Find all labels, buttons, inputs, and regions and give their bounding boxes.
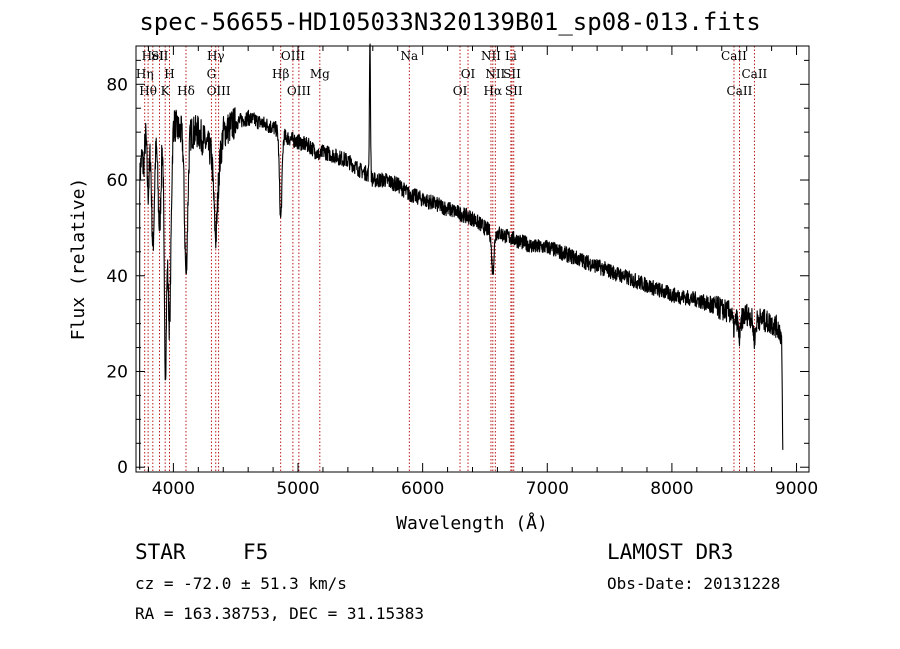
line-marker-label: HeI xyxy=(142,49,165,63)
line-marker-label: H xyxy=(164,67,174,81)
line-marker-label: OI xyxy=(453,84,468,98)
x-tick-label: 6000 xyxy=(401,479,444,499)
spectrum-line xyxy=(139,43,784,470)
line-marker-label: NII xyxy=(481,49,501,63)
line-marker-label: Hβ xyxy=(272,67,289,81)
redshift-readout: cz = -72.0 ± 51.3 km/s xyxy=(135,574,347,593)
line-marker-label: Na xyxy=(400,49,418,63)
x-axis: 4000 5000 6000 7000 8000 9000 xyxy=(147,46,818,499)
line-marker-label: Li xyxy=(505,49,517,63)
y-tick-label: 80 xyxy=(106,75,128,95)
y-axis: 0 20 40 60 80 xyxy=(106,59,809,478)
x-tick-label: 7000 xyxy=(526,479,569,499)
x-tick-label: 5000 xyxy=(276,479,319,499)
chart-title: spec-56655-HD105033N320139B01_sp08-013.f… xyxy=(139,8,761,36)
line-marker-label: Mg xyxy=(310,67,330,81)
line-marker-label: CaII xyxy=(727,84,753,98)
line-marker-label: NII xyxy=(485,67,505,81)
line-marker-label: Hδ xyxy=(177,84,195,98)
line-marker-label: SII xyxy=(151,49,169,63)
line-marker-label: Hα xyxy=(484,84,503,98)
x-axis-label: Wavelength (Å) xyxy=(396,512,548,534)
line-marker-label: CaII xyxy=(721,49,747,63)
line-marker-label: OI xyxy=(461,67,476,81)
line-marker-label: G xyxy=(207,67,217,81)
y-tick-label: 20 xyxy=(106,362,128,382)
line-marker-label: Hθ xyxy=(139,84,157,98)
coordinates: RA = 163.38753, DEC = 31.15383 xyxy=(135,604,424,623)
y-axis-label: Flux (relative) xyxy=(68,178,89,341)
survey-name: LAMOST DR3 xyxy=(607,540,734,564)
line-marker-label: SII xyxy=(505,84,523,98)
line-markers xyxy=(144,46,755,472)
line-marker-label: Hη xyxy=(136,67,154,81)
x-tick-label: 4000 xyxy=(152,479,195,499)
x-tick-label: 9000 xyxy=(775,479,818,499)
line-marker-labels: HηHθHeISIIKHHδGHγOIIIHβOIIIOIIIMgNaOIOIN… xyxy=(136,49,768,98)
line-marker-label: CaII xyxy=(741,67,767,81)
y-tick-label: 40 xyxy=(106,267,128,287)
object-type: STAR xyxy=(135,540,186,564)
y-tick-label: 0 xyxy=(117,458,128,478)
line-marker-label: OIII xyxy=(281,49,305,63)
x-tick-label: 8000 xyxy=(650,479,693,499)
object-subclass: F5 xyxy=(243,540,269,564)
line-marker-label: OIII xyxy=(207,84,231,98)
line-marker-label: K xyxy=(161,84,171,98)
line-marker-label: OIII xyxy=(287,84,311,98)
obs-date: Obs-Date: 20131228 xyxy=(607,574,781,593)
plot-frame xyxy=(135,45,810,473)
y-tick-label: 60 xyxy=(106,171,128,191)
line-marker-label: SII xyxy=(503,67,521,81)
line-marker-label: Hγ xyxy=(207,49,225,63)
